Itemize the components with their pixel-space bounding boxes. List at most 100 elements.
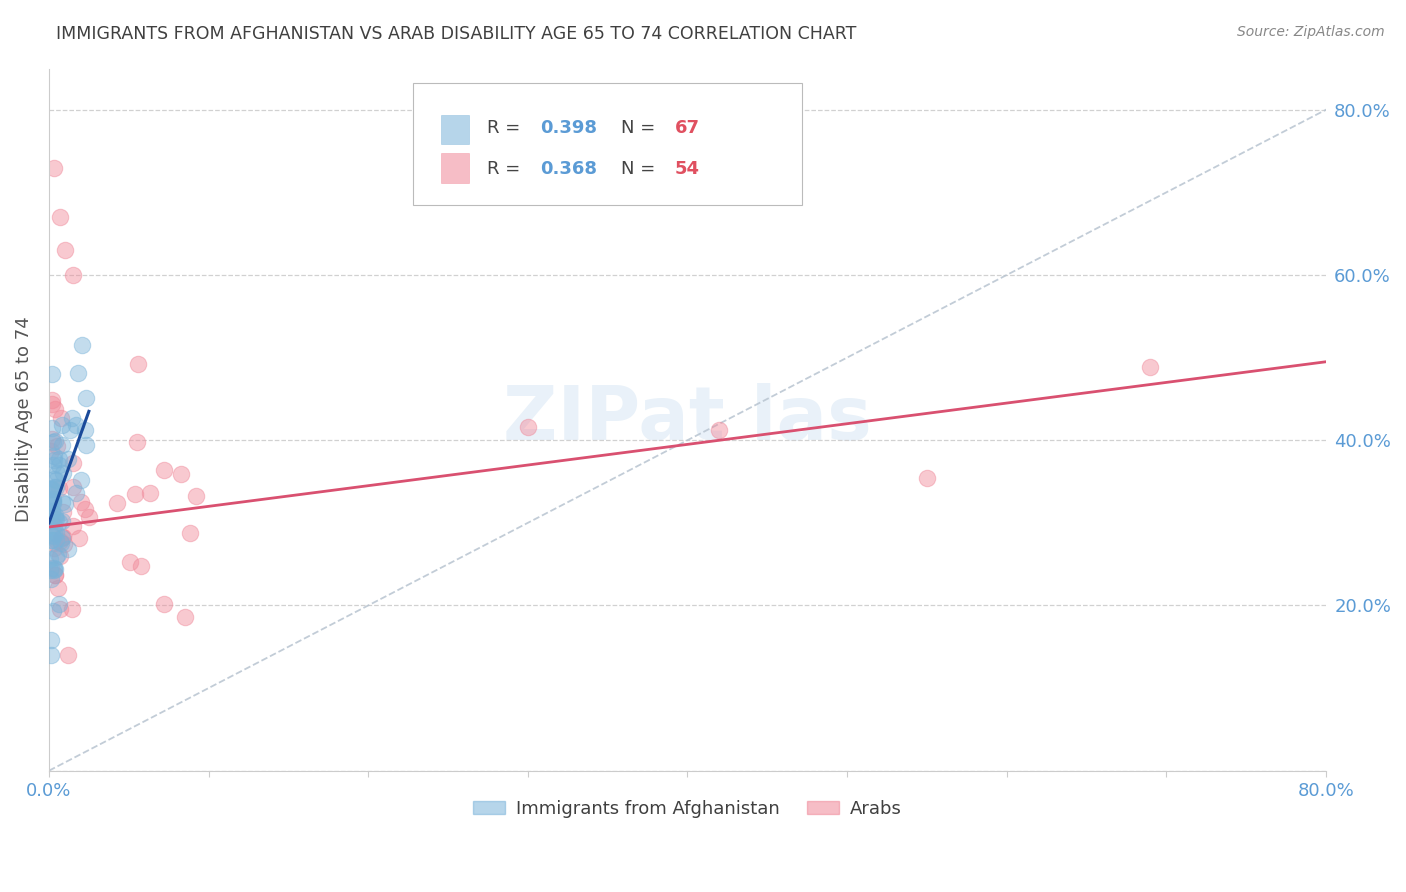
Text: N =: N = xyxy=(621,120,661,137)
Point xyxy=(41,444,63,458)
Point xyxy=(709,423,731,437)
Point xyxy=(44,567,66,582)
Text: 67: 67 xyxy=(675,120,700,137)
Text: 0.368: 0.368 xyxy=(540,160,598,178)
Point xyxy=(42,541,65,556)
Point xyxy=(39,533,62,547)
Point xyxy=(41,533,63,547)
Point xyxy=(39,482,62,496)
Point xyxy=(59,423,82,437)
Point xyxy=(42,519,65,533)
Point xyxy=(105,496,128,510)
Point xyxy=(44,562,66,576)
Point xyxy=(44,511,66,525)
Point xyxy=(45,512,67,526)
Point xyxy=(60,411,83,425)
Point xyxy=(65,418,87,433)
Point xyxy=(51,514,73,528)
Point xyxy=(42,435,65,450)
Point xyxy=(41,561,63,575)
Point xyxy=(58,648,80,662)
Point xyxy=(52,530,75,544)
Point xyxy=(1139,359,1161,374)
Point xyxy=(41,483,63,497)
FancyBboxPatch shape xyxy=(441,153,470,183)
Point xyxy=(75,501,97,516)
Text: N =: N = xyxy=(621,160,661,178)
Point xyxy=(60,601,83,615)
Point xyxy=(41,432,63,446)
Point xyxy=(39,495,62,509)
Point xyxy=(46,439,69,453)
FancyBboxPatch shape xyxy=(441,115,470,145)
Point xyxy=(44,508,66,522)
Point xyxy=(174,610,197,624)
Point xyxy=(39,552,62,566)
Point xyxy=(42,449,65,463)
Text: 54: 54 xyxy=(675,160,700,178)
Point xyxy=(139,485,162,500)
Point xyxy=(65,486,87,500)
Point xyxy=(127,435,149,450)
Point xyxy=(53,496,76,510)
Point xyxy=(42,536,65,550)
Point xyxy=(39,633,62,648)
Point xyxy=(62,480,84,494)
Point xyxy=(118,555,141,569)
Point xyxy=(41,528,63,542)
Point xyxy=(62,456,84,470)
Point xyxy=(56,542,79,557)
Point xyxy=(44,480,66,494)
Point xyxy=(70,337,93,351)
Point xyxy=(41,367,63,381)
Point xyxy=(179,525,201,540)
Point xyxy=(39,563,62,577)
Point xyxy=(56,452,79,467)
Point xyxy=(39,482,62,496)
Point xyxy=(42,528,65,542)
Point xyxy=(49,411,72,425)
Point xyxy=(45,480,67,494)
Point xyxy=(52,466,75,480)
Point xyxy=(46,547,69,561)
Point xyxy=(66,366,89,380)
Point xyxy=(46,581,69,595)
Text: 0.398: 0.398 xyxy=(540,120,598,137)
Y-axis label: Disability Age 65 to 74: Disability Age 65 to 74 xyxy=(15,317,32,523)
Point xyxy=(67,532,90,546)
Point xyxy=(170,467,193,481)
Point xyxy=(41,494,63,508)
FancyBboxPatch shape xyxy=(413,83,803,205)
Point xyxy=(51,531,73,545)
Point xyxy=(62,519,84,533)
Text: R =: R = xyxy=(486,120,526,137)
Point xyxy=(42,561,65,575)
Point xyxy=(62,268,84,282)
Point xyxy=(39,648,62,662)
Point xyxy=(48,452,70,467)
Point xyxy=(70,495,93,509)
Point xyxy=(70,474,93,488)
Point xyxy=(75,391,97,405)
Point xyxy=(45,533,67,547)
Point xyxy=(77,509,100,524)
Point xyxy=(48,458,70,472)
Point xyxy=(41,505,63,519)
Point xyxy=(49,536,72,550)
Point xyxy=(41,496,63,510)
Point xyxy=(41,458,63,473)
Point xyxy=(41,510,63,524)
Point xyxy=(153,463,176,477)
Point xyxy=(53,244,76,258)
Point xyxy=(153,597,176,611)
Point xyxy=(44,434,66,448)
Point xyxy=(44,401,66,416)
Point xyxy=(75,438,97,452)
Point xyxy=(39,494,62,508)
Point xyxy=(41,421,63,435)
Point xyxy=(44,568,66,582)
Point xyxy=(49,534,72,549)
Point xyxy=(48,597,70,611)
Point xyxy=(45,549,67,564)
Point xyxy=(41,604,63,618)
